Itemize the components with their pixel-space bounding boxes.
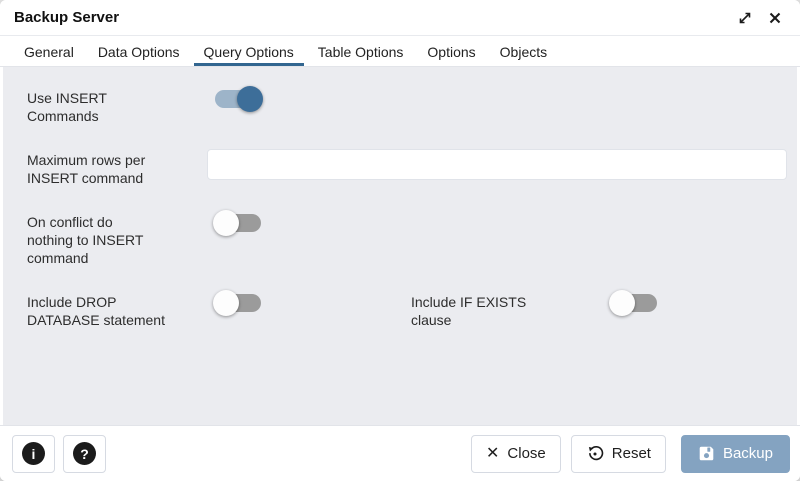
close-icon[interactable]	[764, 7, 786, 29]
backup-button[interactable]: Backup	[680, 434, 790, 473]
use-insert-toggle[interactable]	[215, 86, 263, 112]
help-icon: ?	[73, 442, 96, 465]
reset-button[interactable]: Reset	[570, 434, 666, 473]
close-button-icon: ✕	[486, 444, 500, 462]
on-conflict-toggle[interactable]	[213, 210, 261, 236]
footer: i ? ✕ Close Reset	[0, 425, 800, 481]
max-rows-label: Maximum rows per INSERT command	[27, 152, 146, 186]
max-rows-input[interactable]	[207, 149, 787, 180]
field-row-use-insert: Use INSERT Commands	[27, 86, 797, 125]
on-conflict-label: On conflict do nothing to INSERT command	[27, 214, 144, 266]
tab-general[interactable]: General	[24, 44, 74, 60]
use-insert-label: Use INSERT Commands	[27, 90, 107, 124]
drop-database-label: Include DROP DATABASE statement	[27, 294, 165, 328]
field-row-on-conflict: On conflict do nothing to INSERT command	[27, 210, 797, 267]
if-exists-label: Include IF EXISTS clause	[411, 294, 527, 328]
reset-button-label: Reset	[611, 445, 651, 462]
close-button-label: Close	[507, 445, 546, 462]
toggle-thumb	[237, 86, 263, 112]
drop-database-toggle[interactable]	[213, 290, 261, 316]
reset-icon	[586, 445, 604, 463]
toggle-thumb	[213, 210, 239, 236]
query-options-panel: Use INSERT Commands Maximum rows per INS…	[3, 67, 797, 425]
toggle-thumb	[213, 290, 239, 316]
field-row-max-rows: Maximum rows per INSERT command	[27, 149, 797, 187]
backup-button-label: Backup	[722, 445, 773, 462]
tab-bar: General Data Options Query Options Table…	[0, 36, 800, 67]
toggle-thumb	[609, 290, 635, 316]
expand-icon[interactable]	[734, 7, 756, 29]
tab-objects[interactable]: Objects	[499, 44, 548, 60]
tab-options[interactable]: Options	[427, 44, 476, 60]
info-icon: i	[22, 442, 45, 465]
tab-query-options[interactable]: Query Options	[193, 36, 304, 66]
sql-info-button[interactable]: i	[12, 434, 55, 473]
help-button[interactable]: ?	[63, 434, 106, 473]
tab-table-options[interactable]: Table Options	[317, 44, 404, 60]
dialog-title: Backup Server	[14, 9, 120, 26]
field-row-drop-and-ifexists: Include DROP DATABASE statement Include …	[27, 290, 797, 329]
if-exists-toggle[interactable]	[609, 290, 657, 316]
tab-data-options[interactable]: Data Options	[97, 44, 180, 60]
close-button[interactable]: ✕ Close	[471, 434, 561, 473]
save-icon	[698, 445, 715, 462]
titlebar: Backup Server	[0, 0, 800, 36]
